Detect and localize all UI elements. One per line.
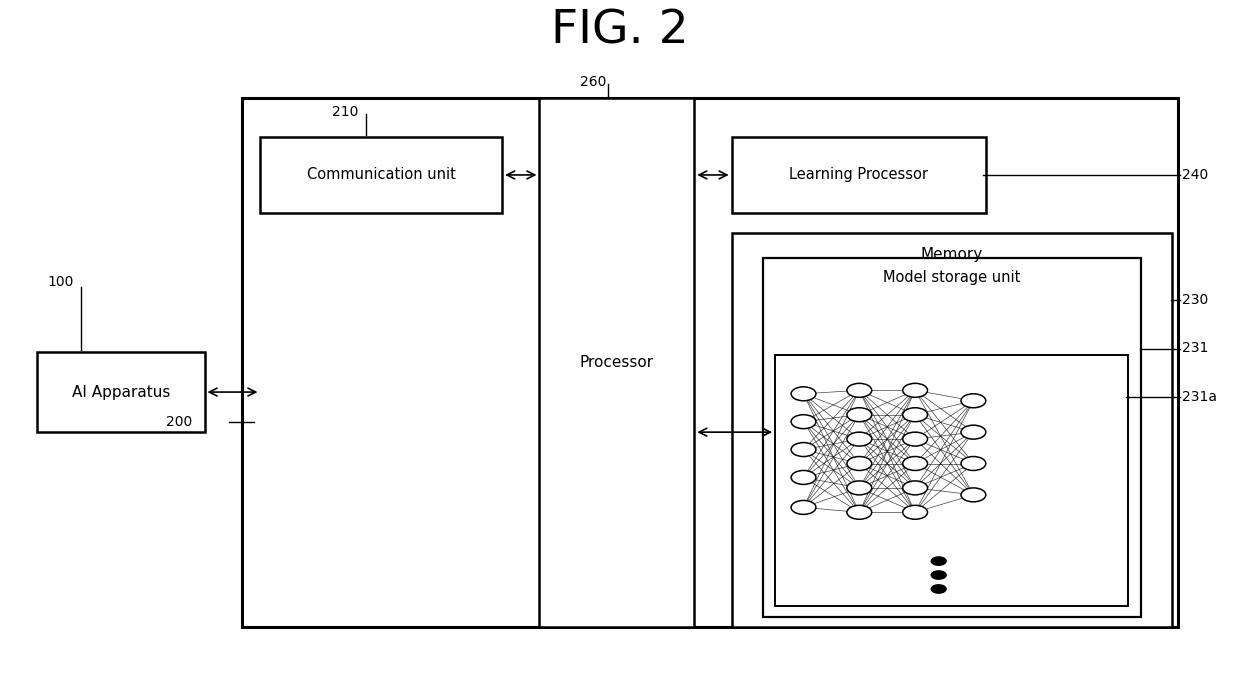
- Circle shape: [847, 408, 872, 422]
- Circle shape: [903, 383, 928, 397]
- Circle shape: [791, 415, 816, 429]
- Circle shape: [847, 383, 872, 397]
- Circle shape: [961, 488, 986, 502]
- FancyBboxPatch shape: [539, 98, 694, 627]
- Text: Memory: Memory: [920, 247, 983, 262]
- Text: Processor: Processor: [580, 355, 653, 370]
- FancyBboxPatch shape: [763, 258, 1141, 617]
- Text: 230: 230: [1182, 293, 1208, 307]
- Circle shape: [903, 481, 928, 495]
- Circle shape: [791, 387, 816, 401]
- Circle shape: [961, 394, 986, 408]
- Circle shape: [791, 470, 816, 484]
- Circle shape: [961, 457, 986, 470]
- Text: Model storage unit: Model storage unit: [883, 270, 1021, 285]
- Text: AI Apparatus: AI Apparatus: [72, 385, 170, 399]
- FancyBboxPatch shape: [775, 355, 1128, 606]
- Text: 231: 231: [1182, 342, 1208, 355]
- Circle shape: [847, 505, 872, 519]
- Text: 210: 210: [332, 105, 358, 118]
- Circle shape: [903, 457, 928, 470]
- Circle shape: [961, 425, 986, 439]
- FancyBboxPatch shape: [260, 137, 502, 213]
- FancyBboxPatch shape: [732, 233, 1172, 627]
- Text: 100: 100: [47, 275, 73, 289]
- Circle shape: [847, 432, 872, 446]
- Circle shape: [931, 557, 946, 565]
- Circle shape: [903, 505, 928, 519]
- Circle shape: [903, 408, 928, 422]
- Circle shape: [931, 585, 946, 593]
- Text: 231a: 231a: [1182, 390, 1216, 404]
- Circle shape: [847, 481, 872, 495]
- Circle shape: [931, 571, 946, 579]
- FancyBboxPatch shape: [732, 137, 986, 213]
- Text: 240: 240: [1182, 168, 1208, 182]
- Text: 260: 260: [580, 75, 606, 89]
- FancyBboxPatch shape: [242, 98, 1178, 627]
- Circle shape: [791, 500, 816, 514]
- Text: FIG. 2: FIG. 2: [551, 9, 689, 54]
- Text: Communication unit: Communication unit: [306, 167, 456, 183]
- Circle shape: [903, 432, 928, 446]
- Circle shape: [791, 443, 816, 457]
- FancyBboxPatch shape: [37, 352, 205, 432]
- Text: 200: 200: [166, 415, 192, 429]
- Text: Learning Processor: Learning Processor: [789, 167, 929, 183]
- Circle shape: [847, 457, 872, 470]
